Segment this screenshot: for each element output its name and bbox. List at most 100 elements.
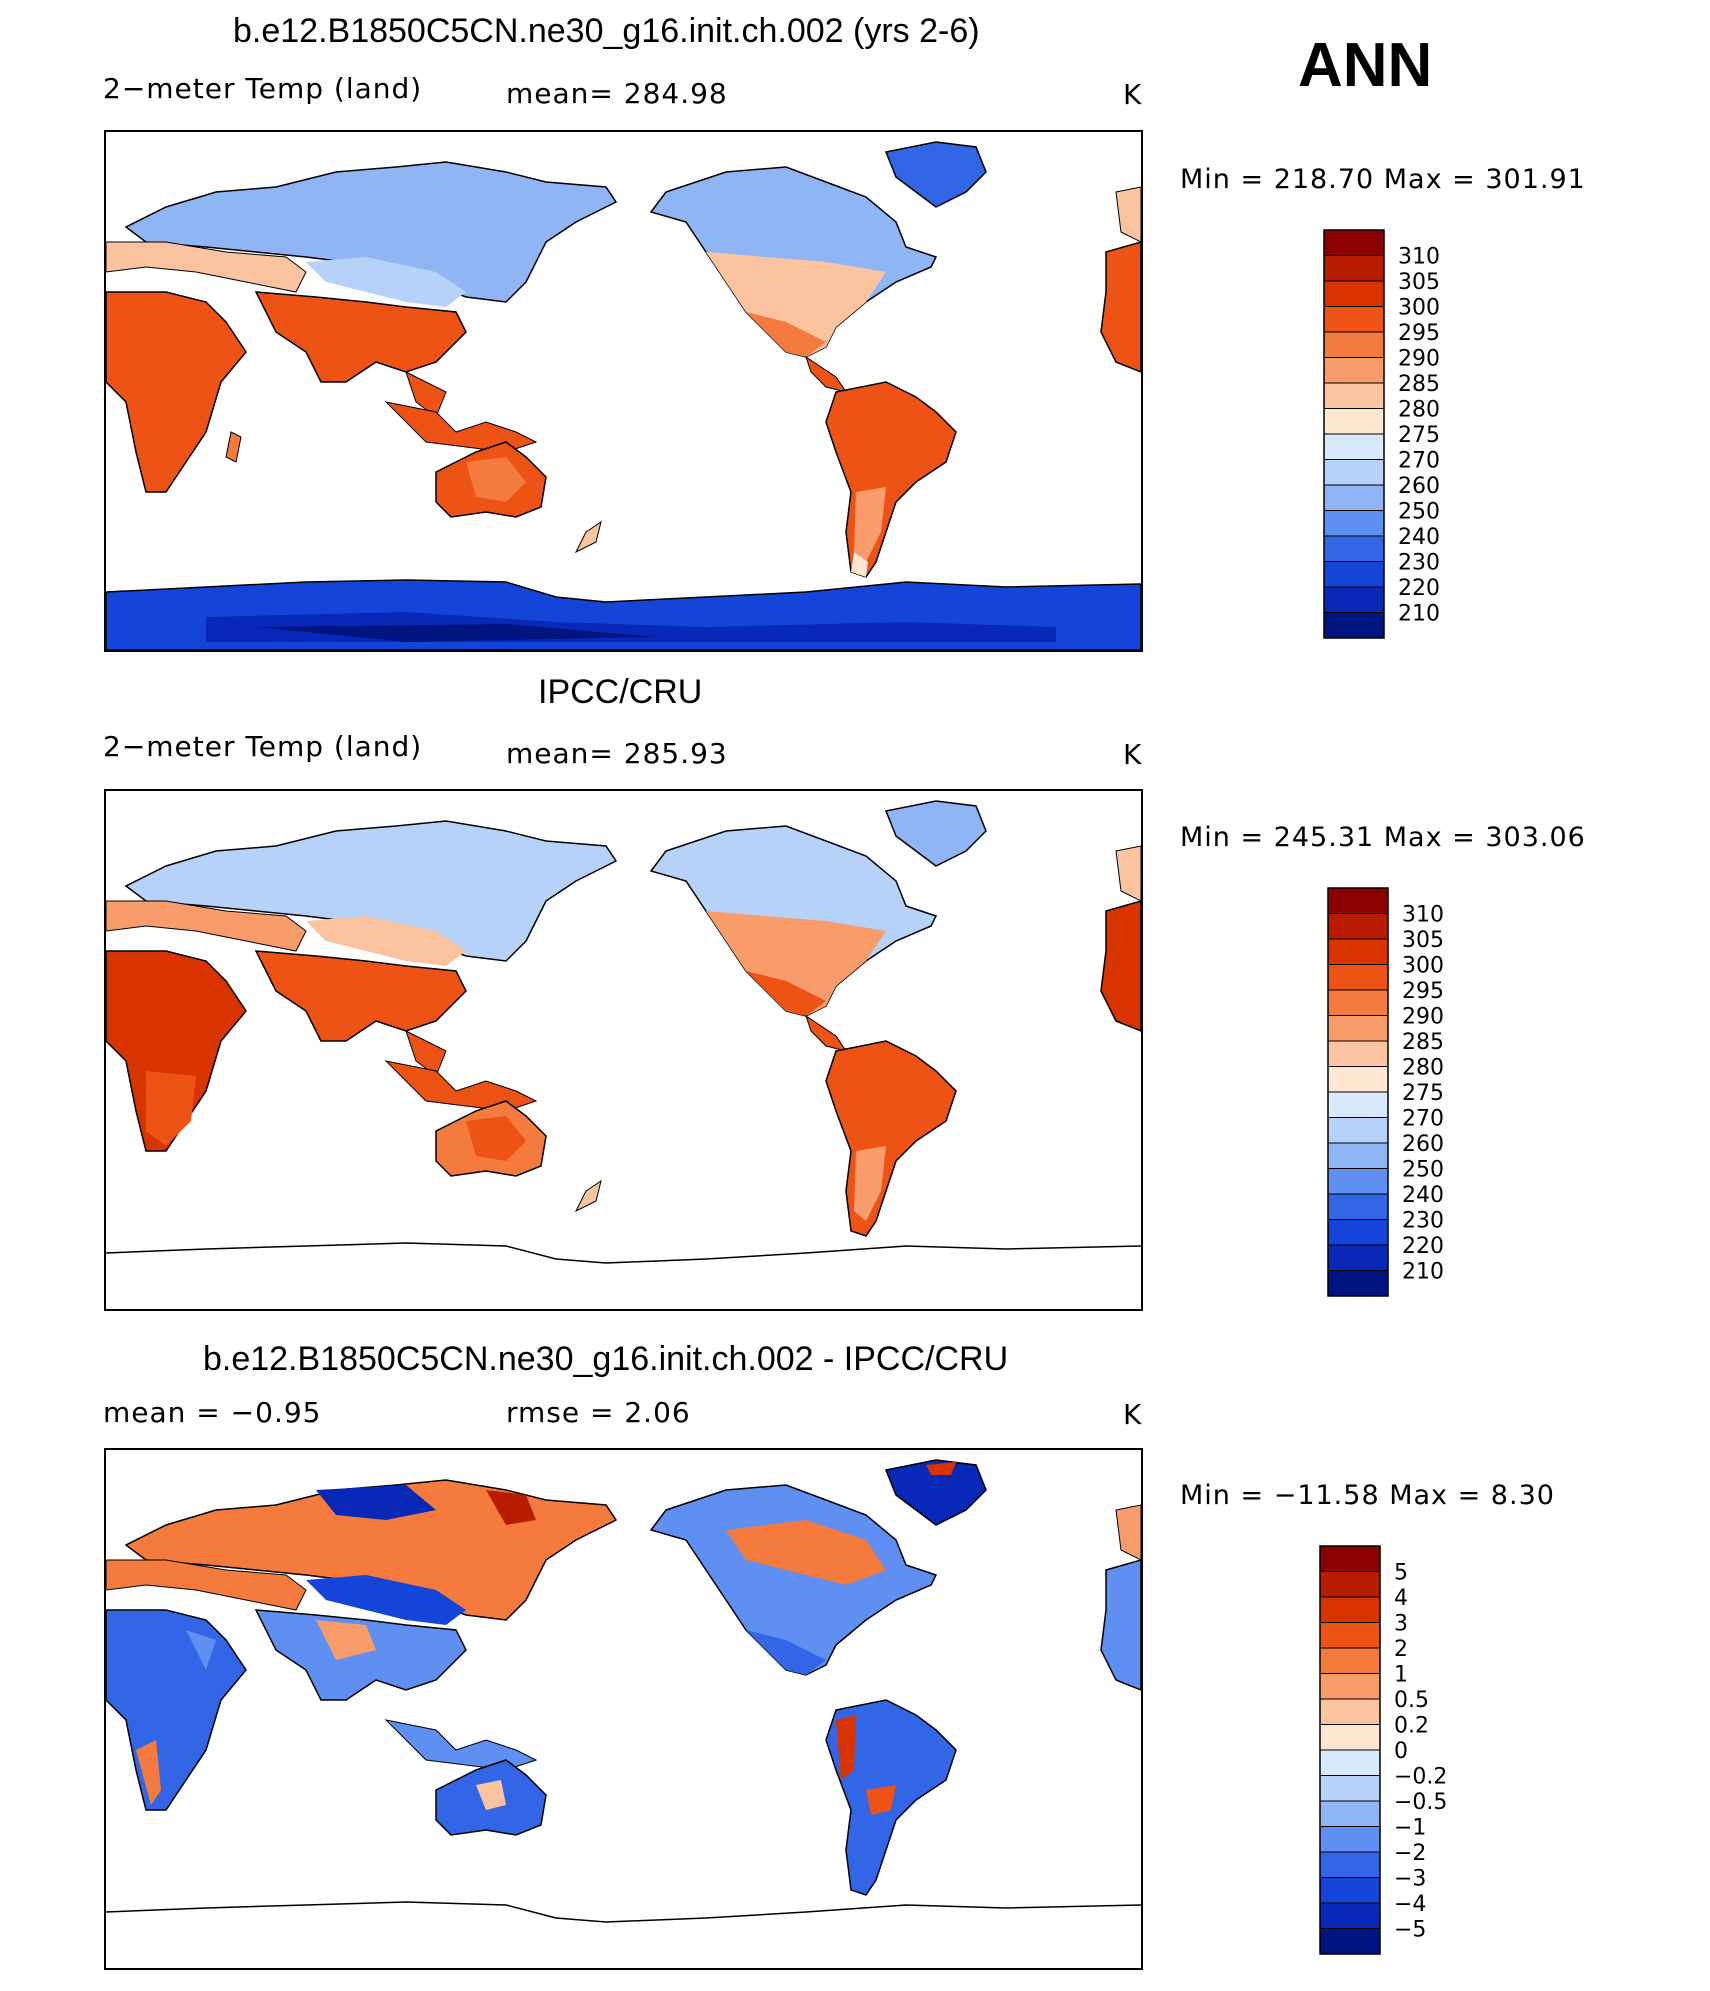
- colorbar-segment: [1319, 1673, 1381, 1700]
- colorbar-tick-label: −0.2: [1394, 1765, 1447, 1790]
- land-australia: [435, 1100, 602, 1213]
- colorbar-segment: [1327, 913, 1389, 940]
- colorbar-segment: [1327, 938, 1389, 965]
- colorbar-segment: [1323, 408, 1385, 435]
- colorbar-tick-label: 2: [1394, 1637, 1408, 1662]
- land-australia: [435, 1759, 547, 1836]
- colorbar-tick-label: −2: [1394, 1841, 1426, 1866]
- colorbar-obs-svg: 3103053002952902852802752702602502402302…: [1327, 887, 1444, 1297]
- land-southern-asia: [254, 950, 467, 1077]
- colorbar-tick-label: 230: [1402, 1209, 1444, 1234]
- land-south-america: [825, 381, 957, 578]
- land-south-america: [825, 1040, 957, 1237]
- antarctica-outline: [106, 1901, 1141, 1923]
- colorbar-segment: [1327, 1015, 1389, 1042]
- land-europe-edge-right: [1100, 186, 1141, 373]
- colorbar-tick-label: −4: [1394, 1892, 1426, 1917]
- colorbar-segment: [1319, 1749, 1381, 1776]
- panel-model-title: b.e12.B1850C5CN.ne30_g16.init.ch.002 (yr…: [233, 12, 980, 50]
- colorbar-segment: [1319, 1800, 1381, 1827]
- colorbar-obs: 310 305 300 295 290 285 280 275 270 260 250 240 230 2…: [1327, 887, 1488, 1298]
- colorbar-tick-label: 1: [1394, 1663, 1408, 1688]
- land-europe-edge-right: [1100, 845, 1141, 1032]
- colorbar-tick-label: 270: [1402, 1107, 1444, 1132]
- land-australia: [435, 441, 602, 554]
- colorbar-segment: [1323, 433, 1385, 460]
- colorbar-segment: [1323, 255, 1385, 282]
- land-antarctica: [106, 579, 1141, 650]
- colorbar-segment: [1319, 1571, 1381, 1598]
- colorbar-tick-label: 310: [1402, 903, 1444, 928]
- colorbar-segment: [1323, 612, 1385, 639]
- panel-diff-title: b.e12.B1850C5CN.ne30_g16.init.ch.002 - I…: [203, 1340, 1009, 1378]
- colorbar-tick-label: 4: [1394, 1586, 1408, 1611]
- colorbar-tick-label: 280: [1398, 398, 1440, 423]
- colorbar-tick-label: −5: [1394, 1918, 1426, 1943]
- colorbar-tick-label: 310: [1398, 245, 1440, 270]
- colorbar-tick-label: 220: [1398, 576, 1440, 601]
- colorbar-segment: [1327, 1091, 1389, 1118]
- colorbar-segment: [1323, 229, 1385, 256]
- colorbar-segment: [1323, 586, 1385, 613]
- land-southern-asia: [254, 1609, 467, 1701]
- panel-model-mean-label: mean= 284.98: [506, 77, 728, 110]
- colorbar-segment: [1327, 964, 1389, 991]
- land-europe-edge-right: [1100, 1504, 1141, 1691]
- colorbar-tick-label: 210: [1398, 602, 1440, 627]
- panel-model-minmax: Min = 218.70 Max = 301.91: [1180, 164, 1586, 195]
- colorbar-tick-label: 250: [1398, 500, 1440, 525]
- land-southern-asia: [254, 291, 467, 418]
- colorbar-tick-label: 305: [1398, 270, 1440, 295]
- colorbar-outline: [1319, 1545, 1381, 1955]
- colorbar-segment: [1327, 1117, 1389, 1144]
- panel-diff-minmax: Min = −11.58 Max = 8.30: [1180, 1480, 1555, 1511]
- colorbar-segment: [1327, 989, 1389, 1016]
- colorbar-tick-label: 275: [1402, 1081, 1444, 1106]
- colorbar-tick-label: 295: [1398, 321, 1440, 346]
- land-north-america: [649, 1459, 987, 1676]
- colorbar-model-svg: 3103053002952902852802752702602502402302…: [1323, 229, 1440, 639]
- colorbar-segment: [1327, 1219, 1389, 1246]
- map-diff: [104, 1448, 1143, 1970]
- colorbar-tick-label: 5: [1394, 1561, 1408, 1586]
- colorbar-tick-label: −1: [1394, 1816, 1426, 1841]
- colorbar-segment: [1319, 1826, 1381, 1853]
- colorbar-tick-label: 260: [1402, 1132, 1444, 1157]
- colorbar-tick-label: 0.5: [1394, 1688, 1429, 1713]
- colorbar-segment: [1323, 484, 1385, 511]
- land-maritime-continent: [384, 1060, 538, 1112]
- colorbar-segment: [1319, 1647, 1381, 1674]
- land-south-america: [825, 1699, 957, 1896]
- panel-obs-mean-label: mean= 285.93: [506, 737, 728, 770]
- panel-diff-units: K: [1123, 1398, 1143, 1431]
- colorbar-segment: [1319, 1596, 1381, 1623]
- colorbar-segment: [1327, 1142, 1389, 1169]
- colorbar-segment: [1319, 1775, 1381, 1802]
- panel-obs-variable-label: 2−meter Temp (land): [103, 730, 423, 763]
- colorbar-tick-label: 285: [1398, 372, 1440, 397]
- colorbar-segment: [1327, 1193, 1389, 1220]
- colorbar-tick-label: 210: [1402, 1260, 1444, 1285]
- colorbar-diff: 5 4 3 2 1 0.5 0.2 0 −0.2 −0.5 −1 −2 −3 −4 −5: [1319, 1545, 1490, 1956]
- colorbar-model: 310 305 300 295 290 285 280 275 270 260 250 240 230 2…: [1323, 229, 1484, 640]
- land-maritime-continent: [384, 401, 538, 453]
- land-northern-eurasia: [106, 820, 618, 966]
- colorbar-segment: [1319, 1851, 1381, 1878]
- colorbar-outline: [1323, 229, 1385, 639]
- panel-model-units: K: [1123, 78, 1143, 111]
- colorbar-tick-label: 250: [1402, 1158, 1444, 1183]
- colorbar-segment: [1319, 1545, 1381, 1572]
- colorbar-outline: [1327, 887, 1389, 1297]
- colorbar-segment: [1319, 1622, 1381, 1649]
- land-maritime-continent: [384, 1719, 538, 1771]
- panel-diff-mean-label: mean = −0.95: [103, 1396, 322, 1429]
- panel-obs-units: K: [1123, 738, 1143, 771]
- colorbar-segment: [1323, 382, 1385, 409]
- colorbar-tick-label: 300: [1398, 296, 1440, 321]
- colorbar-segment: [1323, 535, 1385, 562]
- colorbar-segment: [1323, 357, 1385, 384]
- colorbar-tick-label: −0.5: [1394, 1790, 1447, 1815]
- colorbar-tick-label: 0: [1394, 1739, 1408, 1764]
- land-africa: [106, 950, 247, 1152]
